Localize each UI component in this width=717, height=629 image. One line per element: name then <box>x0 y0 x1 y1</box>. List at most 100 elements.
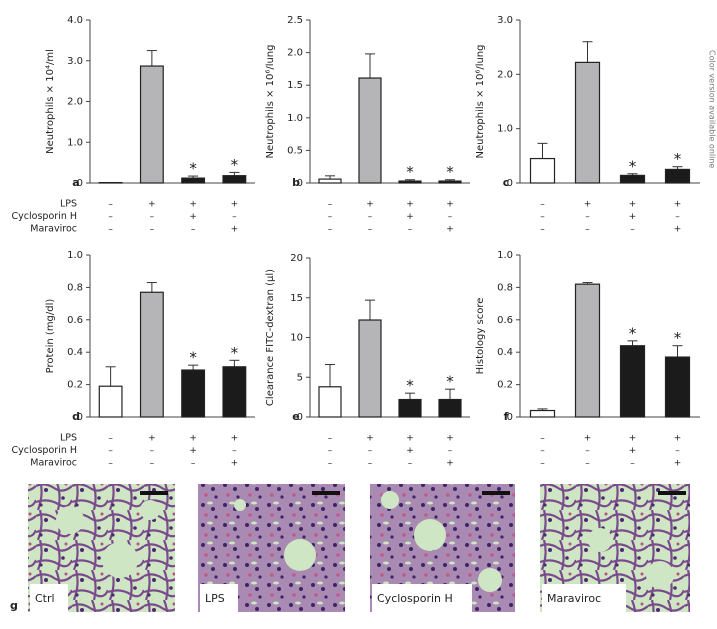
condition-sign: – <box>630 225 635 235</box>
y-axis-label: Protein (mg/dl) <box>45 299 56 374</box>
y-tick-label: 0.8 <box>497 282 513 293</box>
condition-sign: + <box>189 434 197 444</box>
condition-sign: + <box>446 434 454 444</box>
side-note: Color version available online <box>708 50 717 168</box>
condition-sign: – <box>540 434 545 444</box>
bar <box>139 65 164 184</box>
condition-sign: + <box>446 459 454 469</box>
bar <box>98 385 123 418</box>
bar <box>358 319 382 418</box>
condition-sign: – <box>328 446 333 456</box>
condition-sign: – <box>328 200 333 210</box>
condition-sign: + <box>446 200 454 210</box>
row-label: Cyclosporin H <box>12 211 77 222</box>
condition-sign: + <box>674 225 682 235</box>
y-tick-label: 3.0 <box>497 15 513 26</box>
y-tick-label: 1.0 <box>67 250 83 261</box>
label-box <box>542 584 626 612</box>
condition-sign: – <box>585 446 590 456</box>
condition-sign: – <box>328 459 333 469</box>
bar <box>318 178 342 184</box>
label-box <box>200 584 238 612</box>
y-tick-label: 0.6 <box>497 315 513 326</box>
condition-sign: + <box>584 200 592 210</box>
condition-sign: – <box>150 446 155 456</box>
condition-sign: – <box>232 212 237 222</box>
condition-sign: + <box>584 434 592 444</box>
condition-sign: – <box>108 446 113 456</box>
bar <box>529 409 556 418</box>
significance-star: * <box>231 156 239 174</box>
row-label: LPS <box>60 199 77 210</box>
condition-sign: + <box>629 446 637 456</box>
panel-letter: f <box>504 410 509 423</box>
condition-sign: + <box>406 212 414 222</box>
panel-letter: b <box>292 176 300 189</box>
bar <box>222 175 247 184</box>
condition-sign: + <box>446 225 454 235</box>
y-tick-label: 0.5 <box>287 145 303 156</box>
y-tick-label: 0.8 <box>67 282 83 293</box>
condition-sign: – <box>191 225 196 235</box>
condition-sign: – <box>150 225 155 235</box>
y-tick-label: 0.4 <box>67 347 83 358</box>
condition-sign: + <box>406 446 414 456</box>
condition-sign: + <box>231 200 239 210</box>
condition-sign: + <box>189 446 197 456</box>
y-tick-label: 0 <box>297 178 303 189</box>
y-axis-label: Histology score <box>475 298 486 375</box>
bar <box>318 386 342 418</box>
y-tick-label: 3.0 <box>67 56 83 67</box>
condition-sign: – <box>108 434 113 444</box>
bar <box>438 398 462 418</box>
panel-letter: a <box>72 176 79 189</box>
condition-sign: – <box>585 225 590 235</box>
bar <box>181 177 206 184</box>
bar <box>181 369 206 418</box>
panel-letter: e <box>292 410 299 423</box>
significance-star: * <box>189 160 197 178</box>
significance-star: * <box>629 157 637 175</box>
condition-sign: + <box>674 459 682 469</box>
label-box <box>30 584 68 612</box>
condition-sign: + <box>231 434 239 444</box>
micrograph-label: Ctrl <box>35 592 55 605</box>
y-axis-label: Clearance FITC-dextran (µl) <box>265 269 276 406</box>
condition-sign: + <box>148 434 156 444</box>
bar <box>398 398 422 418</box>
condition-sign: – <box>232 446 237 456</box>
condition-sign: – <box>368 225 373 235</box>
significance-star: * <box>446 373 454 391</box>
bar <box>619 174 646 184</box>
condition-sign: – <box>408 225 413 235</box>
y-tick-label: 15 <box>290 293 303 304</box>
y-tick-label: 4.0 <box>67 15 83 26</box>
y-tick-label: 1.0 <box>287 113 303 124</box>
condition-sign: + <box>629 434 637 444</box>
condition-sign: – <box>108 459 113 469</box>
panel-letter: d <box>72 410 80 423</box>
condition-sign: – <box>408 459 413 469</box>
significance-star: * <box>189 349 197 367</box>
significance-star: * <box>406 377 414 395</box>
micrograph-label: Maraviroc <box>547 592 601 605</box>
histology-panel: g <box>10 484 690 612</box>
condition-sign: – <box>540 459 545 469</box>
y-tick-label: 0 <box>77 412 83 423</box>
bar <box>619 345 646 418</box>
bar <box>222 366 247 418</box>
y-axis-label: Neutrophils × 10⁶/lung <box>265 45 276 159</box>
condition-sign: – <box>108 225 113 235</box>
row-label: LPS <box>60 433 77 444</box>
y-tick-label: 0.2 <box>67 380 83 391</box>
condition-sign: – <box>585 459 590 469</box>
y-tick-label: 2.0 <box>287 48 303 59</box>
significance-star: * <box>674 150 682 168</box>
bar <box>664 356 691 418</box>
condition-sign: + <box>629 200 637 210</box>
condition-sign: + <box>366 434 374 444</box>
row-label: Maraviroc <box>30 458 77 469</box>
significance-star: * <box>231 344 239 362</box>
bar <box>529 157 556 184</box>
